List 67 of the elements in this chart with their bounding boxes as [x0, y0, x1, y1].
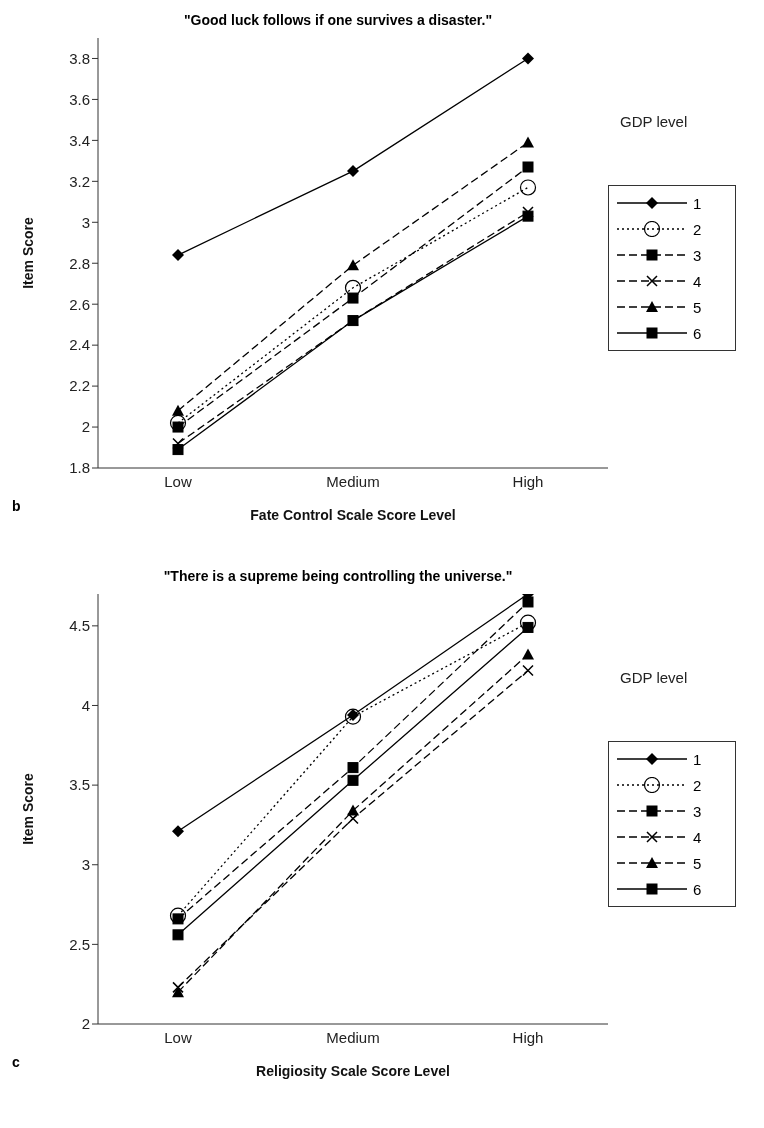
legend-label: 3: [693, 246, 702, 264]
point: [519, 179, 537, 196]
text: b: [12, 498, 21, 514]
point: [522, 206, 534, 218]
y-tick-label: 3.6: [69, 90, 90, 108]
point: [169, 907, 187, 924]
y-tick-label: 3.5: [69, 776, 90, 794]
x-tick-label: Medium: [326, 472, 380, 490]
x-tick-label: High: [512, 472, 544, 490]
point: [522, 136, 534, 148]
x-tick-label: Low: [164, 1028, 192, 1046]
legend-label: 4: [693, 272, 702, 290]
legend-title: GDP level: [620, 669, 688, 686]
point: [172, 437, 184, 450]
y-tick-label: 2.8: [69, 254, 90, 272]
legend-label: 1: [693, 750, 702, 768]
point: [347, 812, 359, 825]
y-tick-label: 4: [81, 696, 90, 714]
legend-label: 1: [693, 194, 702, 212]
chart-title: "There is a supreme being controlling the universe.": [162, 568, 514, 584]
point: [347, 259, 359, 271]
point: [172, 981, 184, 994]
point: [522, 664, 534, 677]
legend-label: 6: [693, 324, 702, 342]
legend-label: 6: [693, 880, 702, 898]
y-tick-label: 2.5: [69, 935, 90, 953]
legend-label: 3: [693, 802, 702, 820]
x-axis-title: Fate Control Scale Score Level: [250, 507, 456, 523]
y-tick-label: 4.5: [69, 617, 90, 635]
point: [344, 279, 362, 296]
legend-label: 2: [693, 220, 702, 238]
point: [347, 762, 359, 774]
y-tick-label: 2.6: [69, 295, 90, 313]
point: [347, 165, 359, 178]
y-tick-label: 3.4: [69, 131, 90, 149]
point: [172, 249, 184, 262]
point: [522, 52, 534, 65]
y-tick-label: 2.2: [69, 377, 90, 395]
point: [172, 825, 184, 838]
y-tick-label: 2.4: [69, 336, 90, 354]
legend-label: 2: [693, 776, 702, 794]
point: [347, 774, 359, 786]
point: [172, 929, 184, 941]
y-tick-label: 3: [81, 856, 90, 874]
x-tick-label: Medium: [326, 1028, 380, 1046]
y-tick-label: 3: [81, 213, 90, 231]
y-tick-label: 2: [81, 1015, 90, 1033]
point: [522, 596, 534, 608]
point: [522, 161, 534, 173]
point: [519, 614, 537, 631]
y-tick-label: 3.2: [69, 172, 90, 190]
legend-title: GDP level: [620, 113, 688, 130]
x-axis-title: Religiosity Scale Score Level: [256, 1063, 450, 1079]
text: c: [12, 1054, 20, 1070]
y-tick-label: 3.8: [69, 49, 90, 67]
y-axis-title: Item Score: [19, 773, 36, 845]
y-tick-label: 1.8: [69, 459, 90, 477]
point: [172, 404, 184, 416]
chart-title: "Good luck follows if one survives a disaster.": [182, 12, 494, 28]
legend-label: 4: [693, 828, 702, 846]
x-tick-label: Low: [164, 472, 192, 490]
y-axis-title: Item Score: [19, 217, 36, 289]
legend-label: 5: [693, 854, 702, 872]
y-tick-label: 2: [81, 418, 90, 436]
legend-label: 5: [693, 298, 702, 316]
x-tick-label: High: [512, 1028, 544, 1046]
point: [522, 648, 534, 660]
